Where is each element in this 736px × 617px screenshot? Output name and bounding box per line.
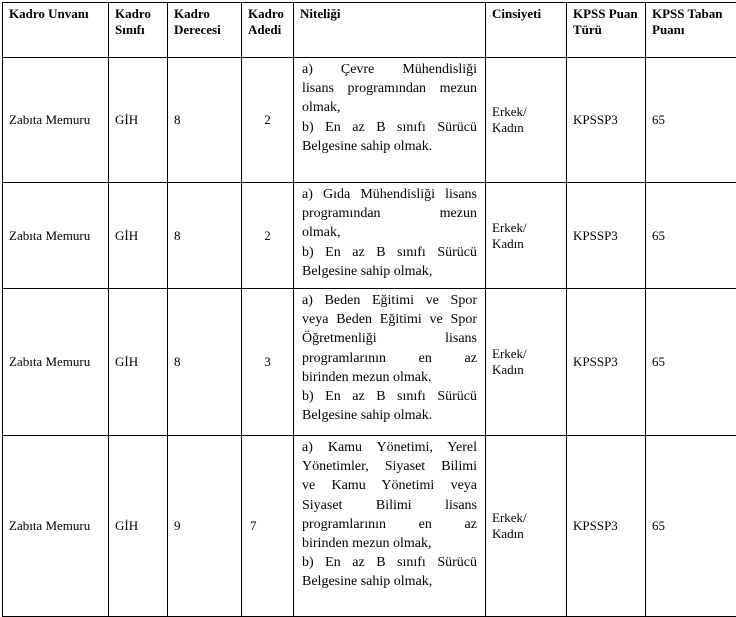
cinsiyet-line: Erkek/ bbox=[492, 104, 566, 120]
niteligi-line: programlarının en az bbox=[302, 515, 477, 534]
niteligi-line: b) En az B sınıfı Sürücü bbox=[302, 243, 477, 262]
cell-cinsiyeti: Erkek/Kadın bbox=[486, 436, 567, 617]
cell-kadro-derecesi: 8 bbox=[168, 58, 242, 183]
cell-kadro-derecesi: 9 bbox=[168, 436, 242, 617]
header-cinsiyeti: Cinsiyeti bbox=[486, 3, 567, 58]
niteligi-line: ve Kamu Yönetimi veya bbox=[302, 476, 477, 495]
niteligi-line: Siyaset Bilimi lisans bbox=[302, 496, 477, 515]
cell-kpss-taban-puani: 65 bbox=[646, 183, 736, 289]
niteligi-line: olmak, bbox=[302, 98, 477, 117]
header-kpss-puan-turu: KPSS Puan Türü bbox=[567, 3, 646, 58]
niteligi-line: b) En az B sınıfı Sürücü bbox=[302, 118, 477, 137]
header-kadro-derecesi: Kadro Derecesi bbox=[168, 3, 242, 58]
niteligi-line: a) Çevre Mühendisliği bbox=[302, 60, 477, 79]
niteligi-line: b) En az B sınıfı Sürücü bbox=[302, 387, 477, 406]
cell-cinsiyeti: Erkek/Kadın bbox=[486, 58, 567, 183]
cell-kadro-adedi: 2 bbox=[242, 183, 294, 289]
cell-kadro-adedi: 7 bbox=[242, 436, 294, 617]
cell-kadro-sinifi: GİH bbox=[109, 436, 168, 617]
niteligi-line: Yönetimler, Siyaset Bilimi bbox=[302, 457, 477, 476]
cell-cinsiyeti: Erkek/Kadın bbox=[486, 183, 567, 289]
cell-kpss-taban-puani: 65 bbox=[646, 289, 736, 436]
niteligi-line: veya Beden Eğitimi ve Spor bbox=[302, 310, 477, 329]
niteligi-line: Öğretmenliği lisans bbox=[302, 329, 477, 348]
niteligi-line: lisans programından mezun bbox=[302, 79, 477, 98]
header-kadro-sinifi: Kadro Sınıfı bbox=[109, 3, 168, 58]
cinsiyet-line: Kadın bbox=[492, 120, 566, 136]
niteligi-line: birinden mezun olmak. bbox=[302, 368, 477, 387]
niteligi-line: Belgesine sahip olmak. bbox=[302, 137, 477, 156]
cell-kadro-derecesi: 8 bbox=[168, 289, 242, 436]
cell-kadro-sinifi: GİH bbox=[109, 183, 168, 289]
cell-kpss-puan-turu: KPSSP3 bbox=[567, 58, 646, 183]
niteligi-line: b) En az B sınıfı Sürücü bbox=[302, 553, 477, 572]
niteligi-line: programından mezun bbox=[302, 204, 477, 223]
cell-kadro-sinifi: GİH bbox=[109, 289, 168, 436]
cinsiyet-line: Erkek/ bbox=[492, 346, 566, 362]
cinsiyet-line: Kadın bbox=[492, 362, 566, 378]
cell-kadro-unvani: Zabıta Memuru bbox=[3, 289, 109, 436]
cell-kadro-unvani: Zabıta Memuru bbox=[3, 436, 109, 617]
cell-kadro-unvani: Zabıta Memuru bbox=[3, 183, 109, 289]
cinsiyet-line: Kadın bbox=[492, 526, 566, 542]
niteligi-line: Belgesine sahip olmak. bbox=[302, 406, 477, 425]
cinsiyet-line: Kadın bbox=[492, 236, 566, 252]
niteligi-line: a) Beden Eğitimi ve Spor bbox=[302, 291, 477, 310]
cell-kadro-adedi: 3 bbox=[242, 289, 294, 436]
cell-kpss-puan-turu: KPSSP3 bbox=[567, 183, 646, 289]
header-kadro-adedi: Kadro Adedi bbox=[242, 3, 294, 58]
cell-kpss-puan-turu: KPSSP3 bbox=[567, 289, 646, 436]
niteligi-line: a) Gıda Mühendisliği lisans bbox=[302, 185, 477, 204]
cell-kadro-derecesi: 8 bbox=[168, 183, 242, 289]
cell-cinsiyeti: Erkek/Kadın bbox=[486, 289, 567, 436]
cell-kadro-adedi: 2 bbox=[242, 58, 294, 183]
header-kadro-unvani: Kadro Unvanı bbox=[3, 3, 109, 58]
cell-kpss-taban-puani: 65 bbox=[646, 58, 736, 183]
niteligi-line: olmak, bbox=[302, 223, 477, 242]
niteligi-line: programlarının en az bbox=[302, 349, 477, 368]
cinsiyet-line: Erkek/ bbox=[492, 220, 566, 236]
niteligi-line: Belgesine sahip olmak, bbox=[302, 262, 477, 281]
cell-kpss-taban-puani: 65 bbox=[646, 436, 736, 617]
niteligi-line: birinden mezun olmak, bbox=[302, 534, 477, 553]
header-niteligi: Niteliği bbox=[294, 3, 486, 58]
cell-kadro-unvani: Zabıta Memuru bbox=[3, 58, 109, 183]
cinsiyet-line: Erkek/ bbox=[492, 510, 566, 526]
cell-kadro-sinifi: GİH bbox=[109, 58, 168, 183]
niteligi-line: Belgesine sahip olmak, bbox=[302, 572, 477, 591]
header-kpss-taban-puani: KPSS Taban Puanı bbox=[646, 3, 736, 58]
niteligi-line: a) Kamu Yönetimi, Yerel bbox=[302, 438, 477, 457]
cell-kpss-puan-turu: KPSSP3 bbox=[567, 436, 646, 617]
